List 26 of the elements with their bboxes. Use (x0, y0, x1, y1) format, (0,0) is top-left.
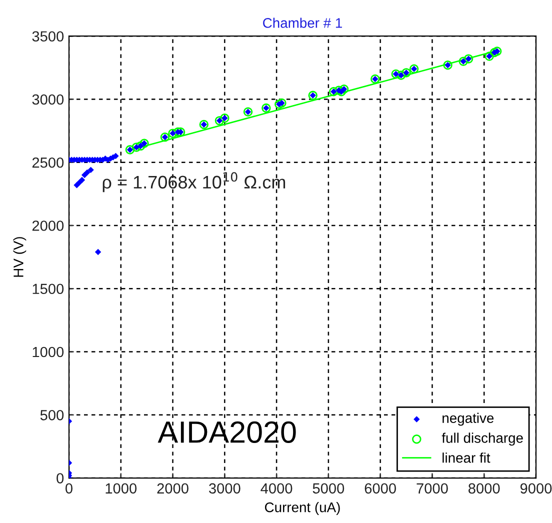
y-tick-label: 3000 (32, 94, 64, 105)
y-tick-label: 3500 (32, 31, 64, 42)
annotation: AIDA2020 (158, 421, 296, 443)
chart-title: Chamber # 1 (263, 18, 342, 28)
legend-label: linear fit (442, 452, 490, 463)
x-tick-label: 8000 (468, 483, 500, 494)
y-tick-label: 1500 (32, 284, 64, 294)
x-tick-label: 6000 (364, 483, 396, 494)
x-tick-label: 5000 (312, 483, 344, 494)
x-tick-label: 0 (66, 483, 72, 494)
y-tick-label: 0 (56, 473, 64, 484)
legend-label: negative (442, 412, 494, 426)
y-tick-label: 1000 (32, 346, 64, 358)
x-tick-label: 2000 (157, 483, 188, 494)
x-tick-label: 1000 (106, 483, 137, 494)
legend-label: full discharge (442, 432, 523, 446)
y-tick-label: 2500 (32, 157, 64, 168)
x-axis-title: Current (uA) (265, 502, 340, 515)
x-tick-label: 4000 (260, 483, 292, 494)
y-axis-title: HV (V) (13, 237, 26, 277)
y-tick-label: 500 (40, 410, 64, 420)
x-tick-label: 7000 (416, 483, 448, 494)
x-tick-label: 3000 (209, 483, 240, 494)
y-tick-label: 2000 (32, 220, 64, 231)
annotation: ρ = 1.7068x 10$^{10}$ Ω.cm (102, 172, 286, 192)
x-tick-label: 9000 (520, 483, 552, 494)
